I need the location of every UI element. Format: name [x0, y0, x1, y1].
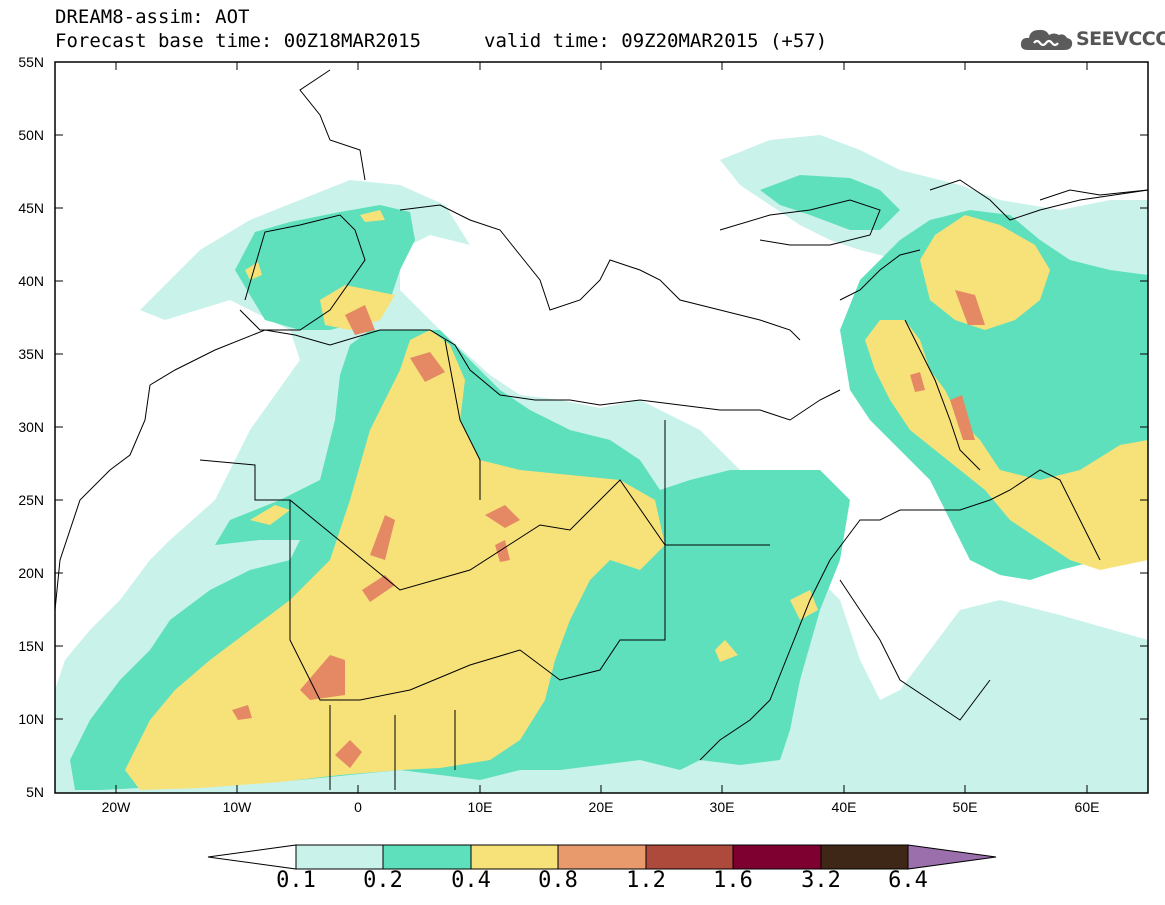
- coastlines-borders: [55, 69, 1148, 790]
- lat-label: 35N: [18, 346, 44, 362]
- aot-level-0-4: [920, 215, 1050, 330]
- colorbar-swatch-7: [820, 844, 909, 870]
- aot-level-0-8: [335, 740, 362, 768]
- logo-text: SEEVCCC: [1076, 28, 1165, 50]
- colorbar-swatch-4: [557, 844, 647, 870]
- map-title: DREAM8-assim: AOT: [55, 6, 250, 28]
- aot-level-0-8: [910, 372, 925, 392]
- aot-level-0-8: [370, 515, 395, 560]
- lat-label: 15N: [18, 638, 44, 654]
- colorbar-swatch-3: [470, 844, 559, 870]
- colorbar-over-arrow: [907, 844, 997, 870]
- lat-label: 50N: [18, 127, 44, 143]
- colorbar-swatch-2: [382, 844, 472, 870]
- colorbar-swatch-6: [732, 844, 822, 870]
- aot-level-0-4: [125, 330, 665, 790]
- lat-label: 55N: [18, 54, 44, 70]
- colorbar-under-arrow: [207, 844, 297, 870]
- aot-level-0-8: [485, 505, 520, 528]
- colorbar-label: 6.4: [888, 868, 928, 893]
- lon-label: 20E: [588, 799, 614, 815]
- aot-level-0-8: [495, 540, 510, 562]
- aot-level-0-4: [715, 640, 738, 662]
- aot-level-0-8: [955, 290, 985, 325]
- lat-label: 20N: [18, 565, 44, 581]
- colorbar-label: 0.1: [276, 868, 316, 893]
- colorbar-swatch-5: [645, 844, 734, 870]
- lon-label: 10W: [222, 799, 252, 815]
- lat-label: 40N: [18, 273, 44, 289]
- colorbar-label: 0.4: [451, 868, 491, 893]
- lat-label: 10N: [18, 711, 44, 727]
- seevccc-logo: SEEVCCC: [1018, 24, 1165, 56]
- aot-level-0-8: [300, 655, 345, 700]
- aot-level-0-8: [950, 395, 975, 440]
- aot-level-0-4: [360, 210, 385, 222]
- aot-level-0-8: [410, 352, 445, 382]
- aot-level-0-2: [760, 175, 900, 230]
- lat-label: 5N: [26, 784, 44, 800]
- lon-label: 40E: [831, 799, 857, 815]
- aot-contours: [55, 69, 1148, 793]
- colorbar-label: 0.8: [538, 868, 578, 893]
- lon-label: 50E: [952, 799, 978, 815]
- forecast-base-time: Forecast base time: 00Z18MAR2015: [55, 30, 422, 52]
- aot-level-0-4: [250, 505, 290, 525]
- aot-level-0-4: [320, 285, 395, 330]
- valid-time: valid time: 09Z20MAR2015 (+57): [484, 30, 828, 52]
- aot-level-0-8: [232, 705, 252, 720]
- lon-label: 60E: [1074, 799, 1100, 815]
- axis-ticks: [55, 61, 1148, 794]
- colorbar: [207, 844, 997, 870]
- lat-label: 45N: [18, 200, 44, 216]
- colorbar-swatch-1: [295, 844, 384, 870]
- lat-label: 30N: [18, 419, 44, 435]
- colorbar-label: 1.6: [713, 868, 753, 893]
- lon-label: 30E: [709, 799, 735, 815]
- lon-label: 0: [354, 799, 362, 815]
- colorbar-label: 1.2: [626, 868, 666, 893]
- lat-label: 25N: [18, 492, 44, 508]
- colorbar-label: 0.2: [363, 868, 403, 893]
- lon-label: 20W: [101, 799, 131, 815]
- aot-level-0-2: [560, 610, 610, 640]
- aot-level-0-8: [345, 305, 375, 335]
- aot-level-0-8: [362, 575, 395, 602]
- colorbar-label: 3.2: [801, 868, 841, 893]
- cloud-icon: [1020, 29, 1073, 50]
- lon-label: 10E: [467, 799, 493, 815]
